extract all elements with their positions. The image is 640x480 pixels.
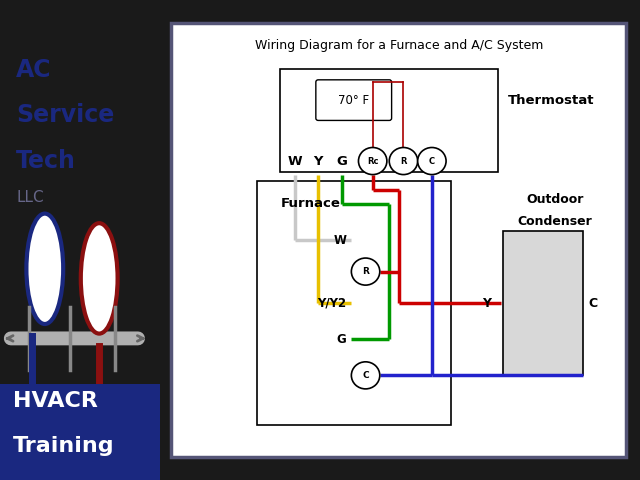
FancyBboxPatch shape	[0, 384, 160, 480]
Text: Y/Y2: Y/Y2	[317, 297, 347, 310]
Text: Furnace: Furnace	[280, 197, 340, 210]
Text: C: C	[429, 156, 435, 166]
Text: Y: Y	[314, 155, 323, 168]
Text: HVACR: HVACR	[13, 391, 98, 411]
FancyBboxPatch shape	[257, 181, 451, 425]
Text: AC: AC	[16, 58, 51, 82]
Text: Condenser: Condenser	[518, 216, 593, 228]
FancyBboxPatch shape	[280, 69, 498, 172]
Text: Tech: Tech	[16, 149, 76, 173]
Text: C: C	[362, 371, 369, 380]
Text: W: W	[287, 155, 302, 168]
Text: Rc: Rc	[367, 156, 378, 166]
Text: W: W	[333, 233, 347, 247]
Circle shape	[358, 147, 387, 175]
Text: Training: Training	[13, 436, 115, 456]
Text: Service: Service	[16, 103, 115, 127]
Text: Wiring Diagram for a Furnace and A/C System: Wiring Diagram for a Furnace and A/C Sys…	[255, 39, 543, 52]
Text: R: R	[400, 156, 406, 166]
Circle shape	[351, 362, 380, 389]
Text: Outdoor: Outdoor	[526, 193, 584, 206]
Circle shape	[81, 223, 118, 334]
Text: Y: Y	[482, 297, 491, 310]
FancyBboxPatch shape	[172, 24, 626, 456]
Text: C: C	[588, 297, 598, 310]
Text: G: G	[337, 333, 347, 346]
Text: Thermostat: Thermostat	[508, 94, 594, 107]
Circle shape	[389, 147, 418, 175]
Circle shape	[418, 147, 446, 175]
Text: R: R	[362, 267, 369, 276]
Circle shape	[26, 214, 63, 324]
Text: 70° F: 70° F	[338, 94, 369, 107]
FancyBboxPatch shape	[316, 80, 392, 120]
Text: G: G	[337, 155, 348, 168]
Text: LLC: LLC	[16, 190, 44, 204]
FancyBboxPatch shape	[503, 231, 584, 375]
Circle shape	[351, 258, 380, 285]
